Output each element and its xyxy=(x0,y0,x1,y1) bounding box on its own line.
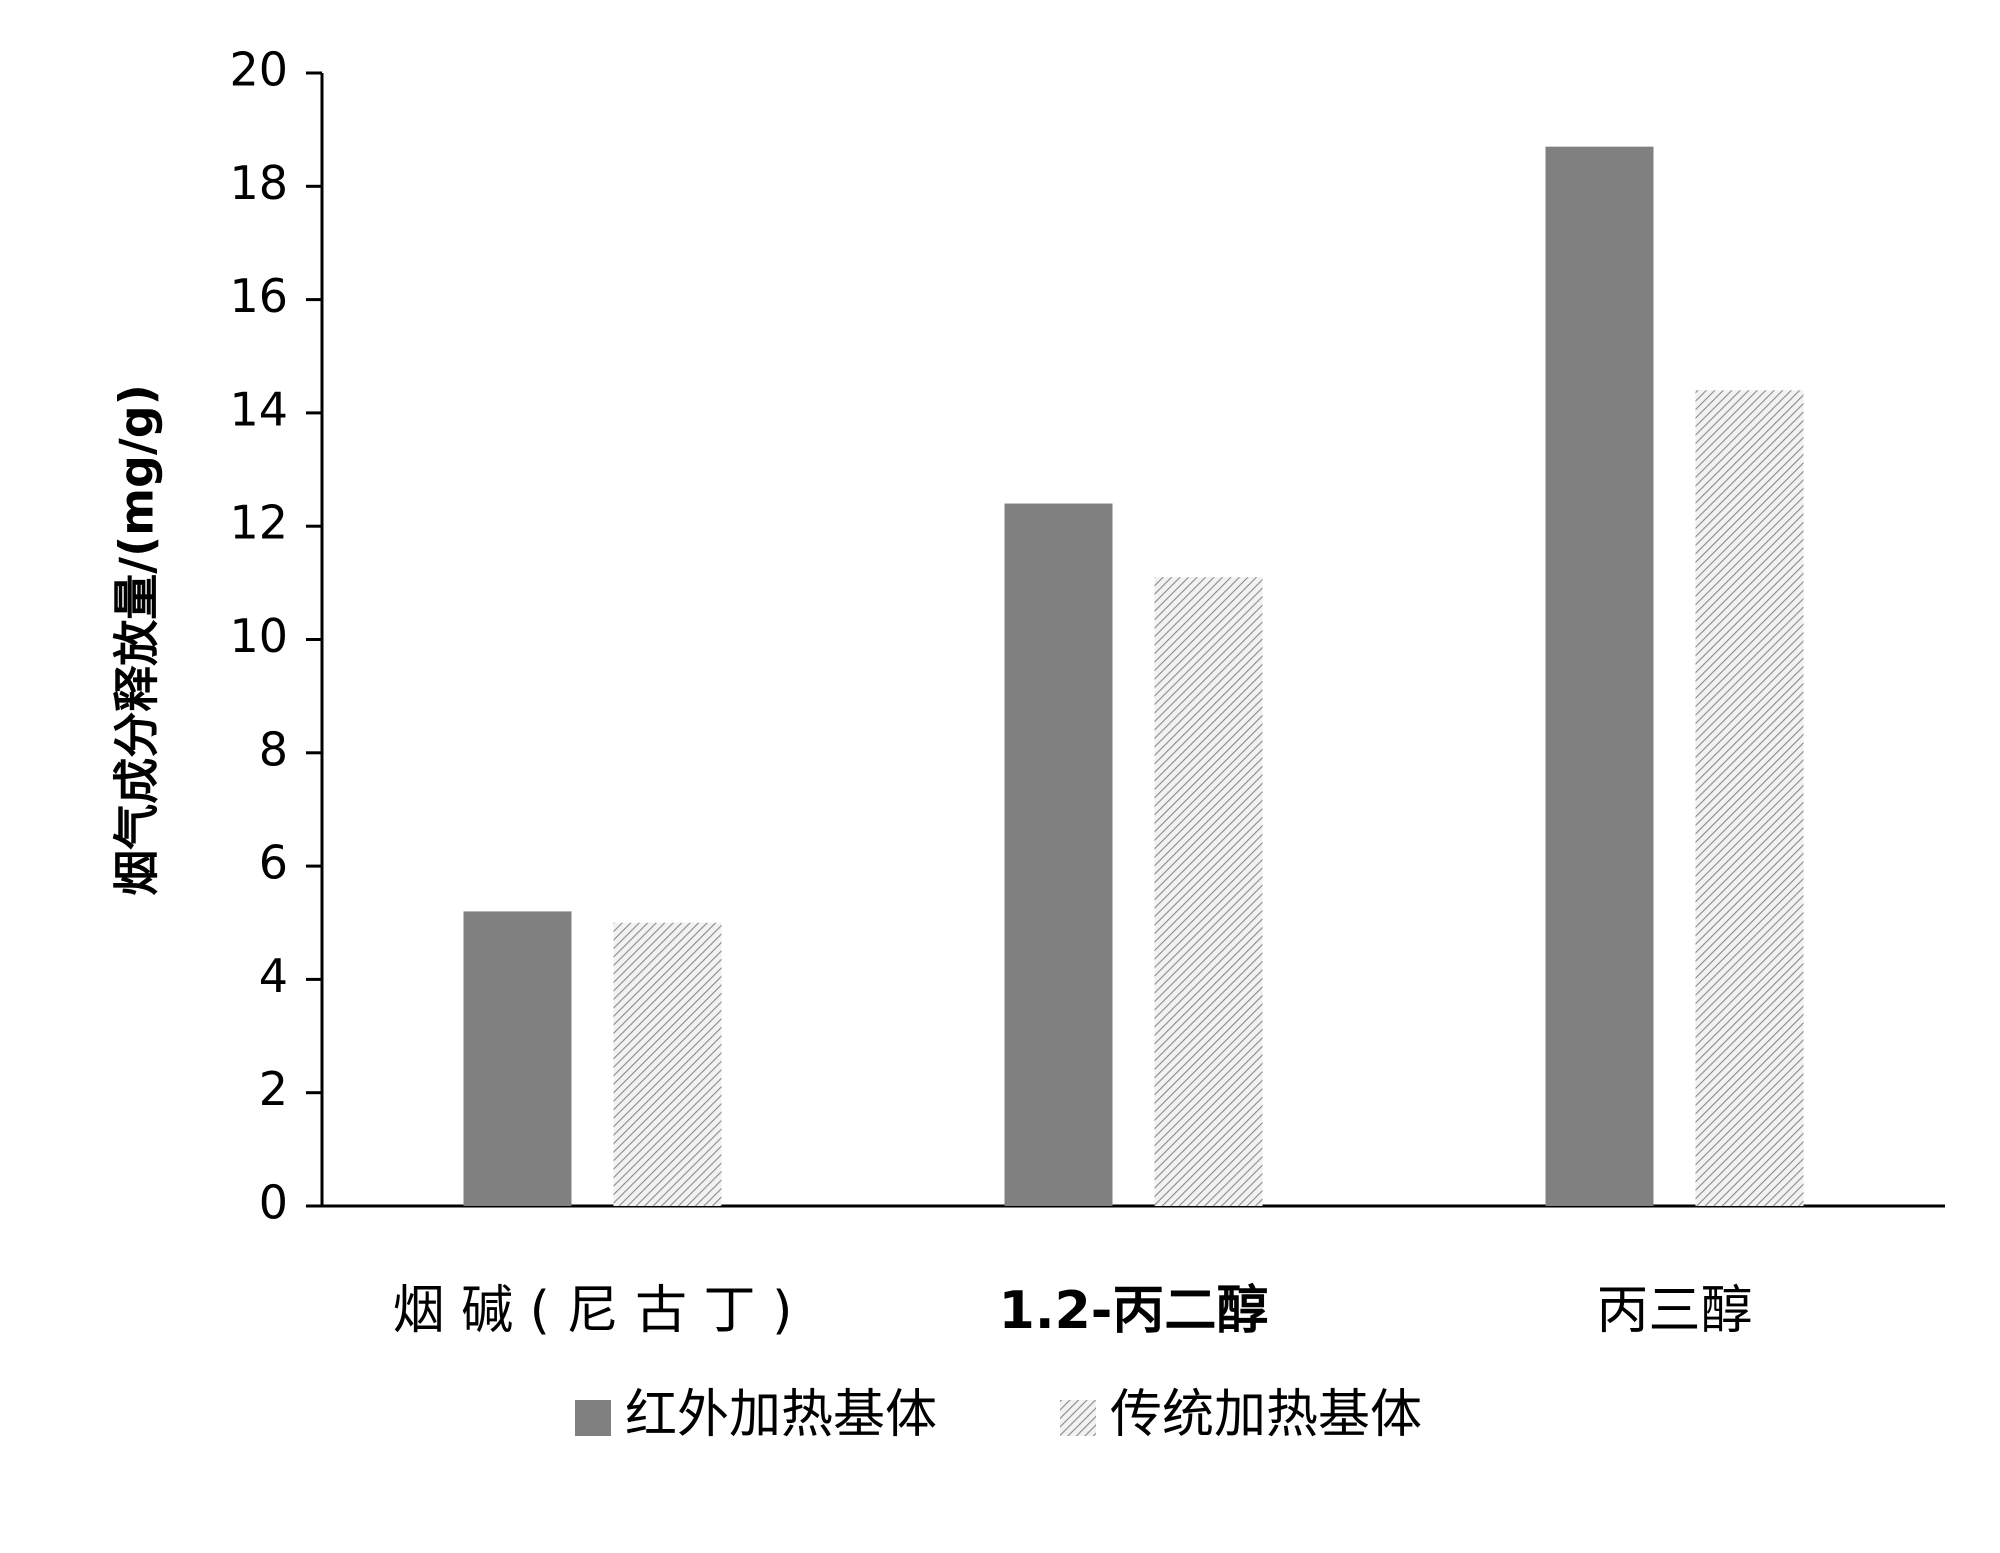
y-axis-title: 烟气成分释放量/(mg/g) xyxy=(110,384,164,895)
legend: 红外加热基体 传统加热基体 xyxy=(575,1385,1422,1445)
y-tick-label: 14 xyxy=(229,382,288,436)
y-tick-label: 4 xyxy=(259,949,288,1003)
bar-series-0-1 xyxy=(1004,503,1113,1206)
bar-series-1-1 xyxy=(1154,577,1263,1206)
y-tick-label: 0 xyxy=(259,1176,288,1230)
y-tick-label: 10 xyxy=(229,609,288,663)
y-tick-label: 2 xyxy=(259,1062,288,1116)
legend-swatch-1 xyxy=(1060,1400,1096,1436)
category-label: 1.2-丙二醇 xyxy=(999,1281,1269,1341)
legend-label-1: 传统加热基体 xyxy=(1110,1385,1422,1445)
y-tick-label: 20 xyxy=(229,43,288,97)
legend-swatch-0 xyxy=(575,1400,611,1436)
bar-series-0-2 xyxy=(1545,146,1654,1206)
bar-series-1-0 xyxy=(613,922,722,1206)
y-tick-label: 18 xyxy=(229,156,288,210)
y-tick-label: 8 xyxy=(259,722,288,776)
bar-series-0-0 xyxy=(463,911,572,1206)
y-tick-label: 12 xyxy=(229,496,288,550)
y-tick-label: 16 xyxy=(229,269,288,323)
category-label: 烟 碱 ( 尼 古 丁 ) xyxy=(393,1281,793,1341)
category-label: 丙三醇 xyxy=(1596,1281,1752,1341)
bar-series-1-2 xyxy=(1695,390,1804,1206)
plot-area: 0 2 4 6 8 10 12 14 16 18 20 烟 碱 ( 尼 古 丁 ) 1.2-丙二醇 丙三醇 xyxy=(229,43,1945,1341)
y-tick-label: 6 xyxy=(259,836,288,890)
legend-label-0: 红外加热基体 xyxy=(625,1385,937,1445)
